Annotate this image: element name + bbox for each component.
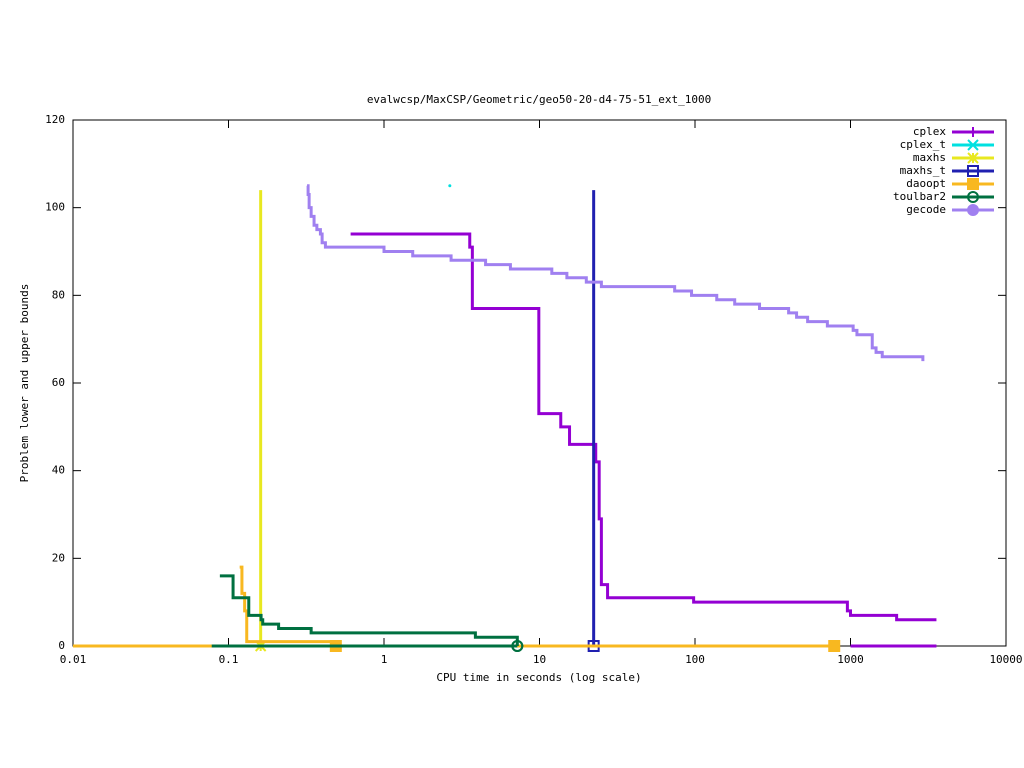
legend-marker bbox=[967, 139, 979, 151]
legend-label: maxhs bbox=[913, 151, 946, 164]
y-tick-label: 120 bbox=[45, 113, 65, 126]
legend-label: daoopt bbox=[906, 177, 946, 190]
y-tick-label: 80 bbox=[52, 288, 65, 301]
x-tick-label: 100 bbox=[685, 653, 705, 666]
y-tick-label: 20 bbox=[52, 551, 65, 564]
x-tick-label: 1 bbox=[381, 653, 388, 666]
legend-marker bbox=[967, 204, 979, 216]
legend-marker bbox=[967, 152, 979, 164]
y-axis-label: Problem lower and upper bounds bbox=[18, 284, 31, 483]
y-tick-label: 60 bbox=[52, 376, 65, 389]
legend-label: cplex_t bbox=[900, 138, 946, 151]
x-axis-label: CPU time in seconds (log scale) bbox=[436, 671, 641, 684]
point-marker bbox=[511, 640, 524, 652]
legend-marker bbox=[967, 191, 979, 203]
chart-title: evalwcsp/MaxCSP/Geometric/geo50-20-d4-75… bbox=[367, 93, 711, 106]
y-tick-label: 0 bbox=[58, 639, 65, 652]
series-line bbox=[350, 232, 937, 622]
x-tick-label: 1000 bbox=[837, 653, 864, 666]
legend-label: toulbar2 bbox=[893, 190, 946, 203]
series-line bbox=[306, 184, 925, 362]
x-tick-label: 0.1 bbox=[219, 653, 239, 666]
y-tick-label: 40 bbox=[52, 464, 65, 477]
legend-marker bbox=[967, 178, 979, 190]
legend-label: gecode bbox=[906, 203, 946, 216]
legend-label: maxhs_t bbox=[900, 164, 946, 177]
legend-marker bbox=[968, 127, 978, 137]
x-tick-label: 0.01 bbox=[60, 653, 87, 666]
data-point bbox=[448, 184, 452, 188]
point-marker bbox=[828, 640, 841, 652]
legend-label: cplex bbox=[913, 125, 946, 138]
series-line bbox=[219, 574, 519, 646]
x-tick-label: 10 bbox=[533, 653, 546, 666]
x-tick-label: 10000 bbox=[989, 653, 1022, 666]
legend-marker bbox=[967, 165, 979, 177]
y-tick-label: 100 bbox=[45, 201, 65, 214]
